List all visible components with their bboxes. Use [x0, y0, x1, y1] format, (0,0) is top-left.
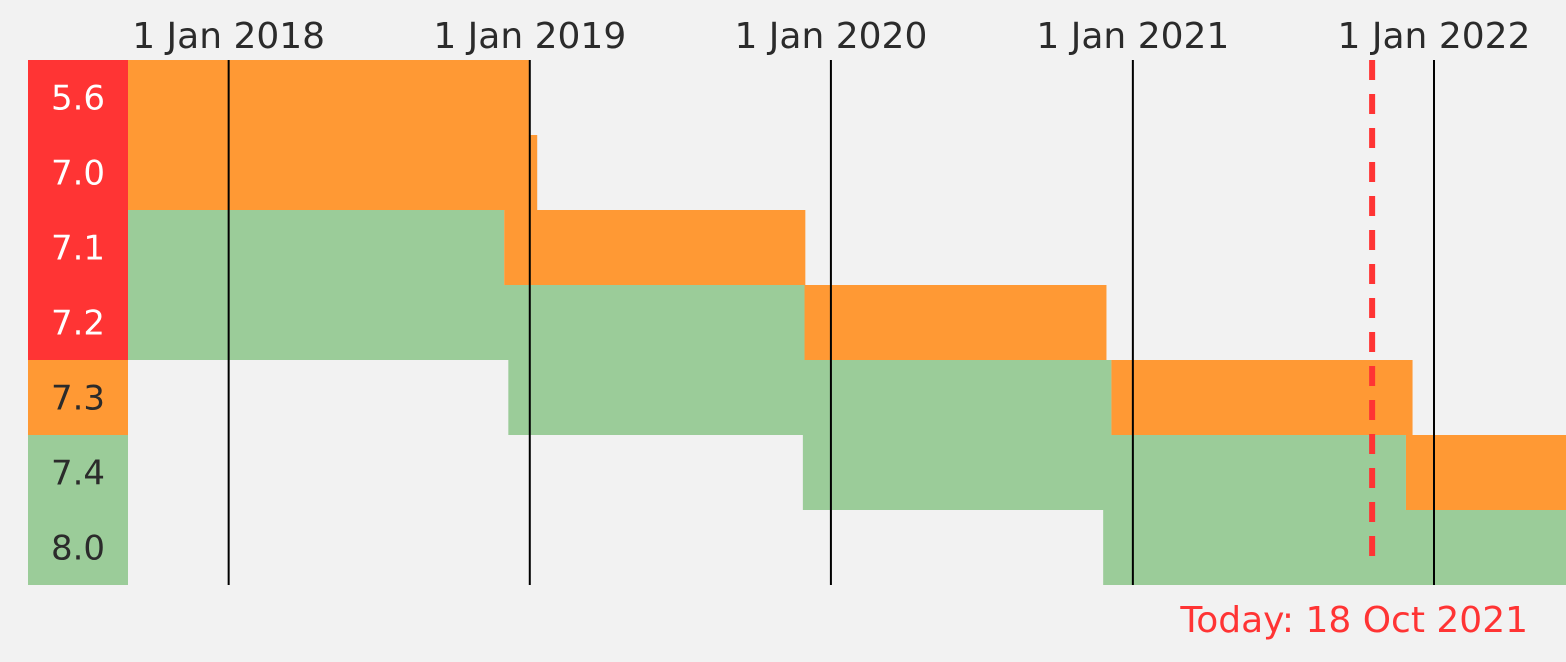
x-tick-label-2: 1 Jan 2019: [433, 16, 626, 57]
version-label-bg-7-3: [28, 360, 128, 435]
version-label-7-4: 7.4: [51, 454, 105, 494]
today-label: Today: 18 Oct 2021: [1179, 600, 1528, 641]
bar-7-3-security: [1111, 360, 1413, 435]
x-tick-label-5: 1 Jan 2022: [1338, 16, 1531, 57]
version-label-bg-7-4: [28, 435, 128, 510]
bar-7-3-active: [508, 360, 1112, 435]
version-labels: 5.6 7.0 7.1 7.2 7.3 7.4 8.0: [28, 60, 128, 585]
version-label-bg-7-1: [28, 210, 128, 285]
x-tick-label-4: 1 Jan 2021: [1036, 16, 1229, 57]
version-label-bg-7-0: [28, 135, 128, 210]
x-tick-label-1: 1 Jan 2018: [132, 16, 325, 57]
bar-7-1-security: [504, 210, 806, 285]
version-label-7-0: 7.0: [51, 154, 105, 194]
today-marker: Today: 18 Oct 2021: [1179, 60, 1528, 641]
bar-7-2-active: [128, 285, 805, 360]
support-bars: [128, 60, 1566, 585]
bar-7-2-security: [804, 285, 1107, 360]
bar-7-1-active: [128, 210, 505, 285]
version-label-bg-7-2: [28, 285, 128, 360]
bar-7-4-security: [1405, 435, 1566, 510]
x-tick-label-3: 1 Jan 2020: [734, 16, 927, 57]
version-label-7-3: 7.3: [51, 379, 105, 419]
version-label-5-6: 5.6: [51, 79, 105, 119]
version-label-bg-5-6: [28, 60, 128, 135]
version-label-7-1: 7.1: [51, 229, 105, 269]
version-label-8-0: 8.0: [51, 529, 105, 569]
bar-8-0-active: [1103, 510, 1566, 585]
x-axis-ticks: 1 Jan 2018 1 Jan 2019 1 Jan 2020 1 Jan 2021…: [132, 16, 1530, 57]
version-label-bg-8-0: [28, 510, 128, 585]
version-label-7-2: 7.2: [51, 304, 105, 344]
bar-5-6-security: [128, 60, 529, 135]
bar-7-0-security: [128, 135, 538, 210]
bar-7-4-active: [802, 435, 1406, 510]
year-gridlines: [227, 60, 1435, 585]
